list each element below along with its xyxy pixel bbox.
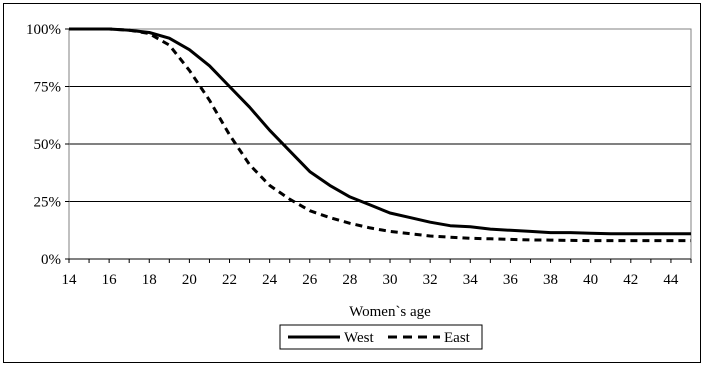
x-tick-label: 18 (142, 272, 157, 288)
x-tick-label: 20 (182, 272, 197, 288)
y-tick-label: 0% (41, 252, 61, 268)
series-lines (69, 27, 691, 243)
legend: West East (279, 324, 483, 350)
x-tick-label: 42 (623, 272, 638, 288)
x-tick-label: 14 (62, 272, 78, 288)
legend-label-west: West (344, 330, 374, 346)
gridlines (69, 28, 691, 202)
x-tick-label: 26 (302, 272, 318, 288)
x-tick-label: 34 (463, 272, 479, 288)
x-tick-label: 16 (102, 272, 118, 288)
x-axis-label: Women`s age (349, 304, 431, 320)
x-tick-label: 38 (543, 272, 558, 288)
y-axis: 0% 25% 50% 75% 100% (26, 22, 69, 268)
x-tick-label: 40 (583, 272, 598, 288)
series-line-east (69, 27, 691, 243)
x-tick-label: 28 (342, 272, 357, 288)
x-tick-label: 44 (663, 272, 679, 288)
x-tick-label: 32 (423, 272, 438, 288)
x-tick-label: 30 (383, 272, 398, 288)
x-tick-label: 36 (503, 272, 519, 288)
legend-label-east: East (444, 330, 471, 346)
x-tick-label: 22 (222, 272, 237, 288)
x-tick-label: 24 (262, 272, 278, 288)
y-tick-label: 50% (34, 137, 62, 153)
x-axis: 14 16 18 20 22 24 26 28 30 32 34 36 38 40 42 44 (62, 258, 692, 288)
series-line-west (69, 27, 691, 236)
chart-frame (3, 3, 701, 363)
y-tick-label: 100% (26, 22, 61, 38)
y-tick-label: 75% (34, 80, 62, 96)
y-tick-label: 25% (34, 195, 62, 211)
